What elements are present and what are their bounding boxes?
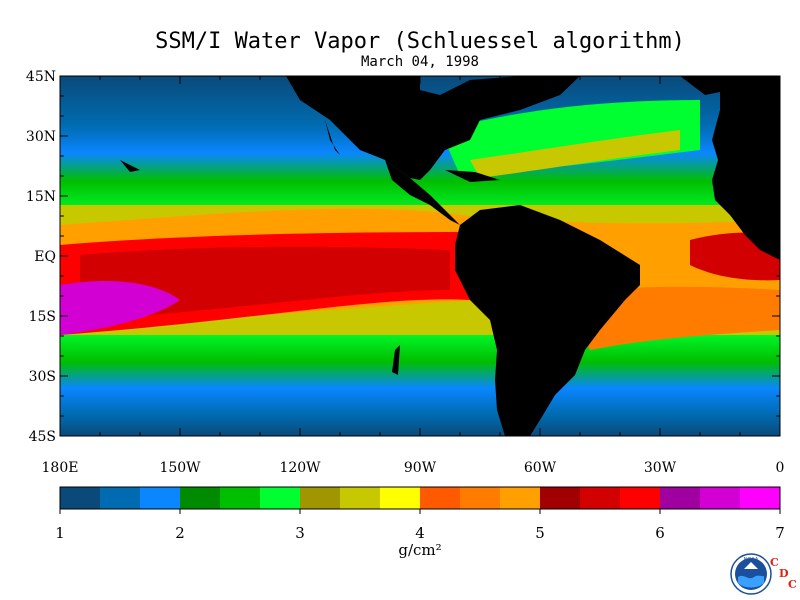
lon-label: 0 bbox=[776, 460, 785, 476]
noaa-logo-icon: NOAA bbox=[730, 553, 772, 595]
field-itcz-magenta bbox=[60, 280, 180, 335]
colorbar-swatch bbox=[620, 487, 661, 509]
field-south-band bbox=[60, 330, 780, 436]
lat-label: 15N bbox=[26, 189, 56, 205]
colorbar-swatch bbox=[220, 487, 261, 509]
colorbar-swatch bbox=[380, 487, 421, 509]
lon-label: 90W bbox=[404, 460, 437, 476]
colorbar-swatch bbox=[260, 487, 301, 509]
colorbar-swatch bbox=[460, 487, 501, 509]
cdc-letter-2: D bbox=[779, 567, 789, 580]
colorbar-swatch bbox=[580, 487, 621, 509]
colorbar-swatch bbox=[100, 487, 141, 509]
colorbar-swatch bbox=[740, 487, 781, 509]
lat-label: 30S bbox=[29, 369, 56, 385]
colorbar-swatch bbox=[700, 487, 741, 509]
map-title: SSM/I Water Vapor (Schluessel algorithm) bbox=[155, 29, 685, 54]
land-greenland bbox=[680, 76, 740, 95]
colorbar-label: 7 bbox=[775, 524, 785, 542]
colorbar-swatch bbox=[60, 487, 101, 509]
colorbar bbox=[59, 486, 781, 514]
lat-label: 45N bbox=[26, 69, 56, 85]
colorbar-swatch bbox=[340, 487, 381, 509]
lon-label: 30W bbox=[644, 460, 677, 476]
colorbar-units: g/cm² bbox=[398, 541, 442, 559]
logo-text: NOAA bbox=[744, 557, 759, 563]
lat-label: 30N bbox=[26, 129, 56, 145]
map-date: March 04, 1998 bbox=[360, 54, 479, 70]
land-galapagos bbox=[392, 345, 400, 375]
colorbar-label: 2 bbox=[175, 524, 185, 542]
lon-label: 180E bbox=[42, 460, 79, 476]
land-masses bbox=[120, 76, 780, 436]
cdc-letter-1: C bbox=[770, 556, 779, 569]
colorbar-label: 4 bbox=[415, 524, 425, 542]
land-central-america bbox=[385, 160, 460, 225]
lon-label: 60W bbox=[524, 460, 557, 476]
lat-label: EQ bbox=[34, 249, 56, 265]
field-subtropic-yellow bbox=[470, 130, 680, 178]
lon-axis: 180E 150W 120W 90W 60W 30W 0 bbox=[42, 76, 785, 476]
lon-label: 150W bbox=[159, 460, 201, 476]
colorbar-label: 1 bbox=[55, 524, 65, 542]
land-africa bbox=[712, 76, 780, 260]
land-cuba bbox=[445, 170, 500, 182]
colorbar-swatch bbox=[540, 487, 581, 509]
colorbar-swatch bbox=[140, 487, 181, 509]
colorbar-swatch bbox=[660, 487, 701, 509]
cdc-letter-3: C bbox=[788, 578, 797, 591]
land-south-america bbox=[455, 205, 640, 436]
colorbar-swatch bbox=[300, 487, 341, 509]
lat-label: 15S bbox=[29, 309, 56, 325]
land-hawaii bbox=[120, 160, 140, 172]
map-field bbox=[60, 76, 780, 436]
colorbar-swatch bbox=[180, 487, 221, 509]
lat-axis: 45N 30N 15N EQ 15S 30S 45S bbox=[26, 69, 780, 445]
colorbar-swatch bbox=[500, 487, 541, 509]
colorbar-label: 3 bbox=[295, 524, 305, 542]
lon-label: 120W bbox=[279, 460, 321, 476]
colorbar-swatch bbox=[420, 487, 461, 509]
lat-label: 45S bbox=[29, 429, 56, 445]
colorbar-label: 6 bbox=[655, 524, 665, 542]
land-north-america bbox=[286, 76, 580, 180]
colorbar-label: 5 bbox=[535, 524, 545, 542]
